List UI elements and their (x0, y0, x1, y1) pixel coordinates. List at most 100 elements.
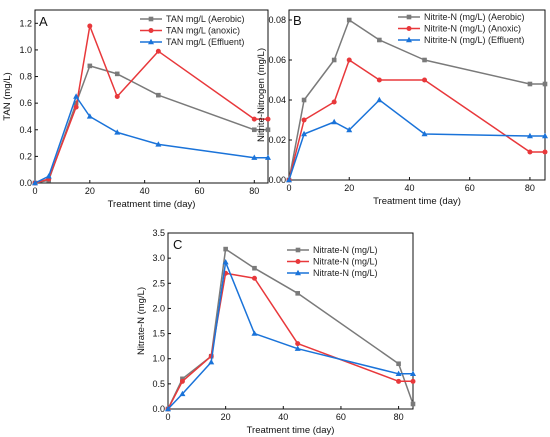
legend-entry: Nitrite-N (mg/L) (Aerobic) (424, 12, 525, 22)
x-tick-label: 0 (32, 186, 37, 196)
data-point (73, 93, 80, 99)
data-point (406, 36, 412, 43)
data-point (32, 179, 38, 186)
y-tick-label: 0.8 (19, 72, 32, 82)
x-tick-label: 80 (525, 183, 535, 193)
data-point (294, 345, 301, 351)
data-point (179, 378, 185, 384)
series-2 (32, 23, 271, 186)
legend-entry: TAN mg/L (Effluent) (166, 37, 244, 47)
data-point (301, 130, 308, 137)
x-tick-label: 80 (249, 186, 259, 196)
data-point (295, 247, 301, 253)
data-point (410, 378, 416, 384)
data-point (87, 23, 93, 29)
y-tick-label: 0.0 (152, 404, 165, 414)
data-point (148, 28, 154, 33)
data-point (155, 48, 161, 54)
y-tick-label: 2.5 (152, 278, 165, 288)
data-point (396, 378, 402, 384)
legend-entry: Nitrate-N (mg/L) (313, 268, 378, 278)
legend: Nitrite-N (mg/L) (Aerobic) Nitrite-N (mg/… (398, 12, 525, 45)
y-tick-label: 0.02 (268, 135, 286, 145)
data-point (295, 341, 301, 347)
data-point (156, 92, 161, 98)
series-line (167, 261, 413, 410)
legend-entry: Nitrite-N (mg/L) (Effluent) (424, 35, 524, 45)
y-tick-label: 3.0 (152, 253, 165, 263)
y-tick-label: 2.0 (152, 303, 165, 313)
chart-panel-b: 0 20 40 60 80 0.00 0.02 0.04 0.06 0.08 Treatment t… (256, 9, 548, 207)
legend-entry: TAN mg/L (Aerobic) (166, 14, 245, 24)
data-point (542, 132, 548, 139)
legend-entry: TAN mg/L (anoxic) (166, 26, 240, 36)
data-point (406, 26, 412, 31)
data-point (410, 401, 416, 407)
legend-entry: Nitrate-N (mg/L) (313, 257, 378, 267)
y-tick-label: 1.5 (152, 329, 165, 339)
data-point (251, 275, 257, 281)
data-point (114, 129, 121, 135)
data-point (252, 265, 257, 271)
data-point (265, 116, 271, 122)
y-axis-label: Nitrate-N (mg/L) (136, 287, 147, 355)
x-tick-label: 80 (394, 412, 404, 422)
data-point (155, 141, 162, 147)
data-point (148, 16, 154, 22)
data-point (286, 176, 292, 183)
panel-label: B (293, 13, 302, 28)
data-point (346, 17, 352, 23)
data-point (410, 370, 416, 376)
data-point (301, 97, 307, 103)
x-tick-label: 20 (344, 183, 354, 193)
plot-frame (167, 232, 414, 410)
data-point (208, 359, 215, 365)
data-point (346, 126, 353, 133)
plot-frame (34, 9, 269, 184)
y-tick-label: 0.0 (19, 178, 32, 188)
series-line (167, 248, 414, 410)
series-1 (32, 63, 271, 186)
data-point (395, 370, 402, 376)
x-axis-label: Treatment time (day) (373, 196, 461, 207)
data-point (542, 81, 548, 87)
x-tick-label: 60 (336, 412, 346, 422)
data-point (331, 57, 337, 63)
panel-label: A (39, 14, 48, 29)
y-axis-label: Nitrite-Nitrogen (mg/L) (256, 48, 267, 142)
legend-entry: Nitrite-N (mg/L) (Anoxic) (424, 24, 521, 34)
x-tick-label: 40 (278, 412, 288, 422)
data-point (422, 77, 428, 83)
x-tick-label: 20 (221, 412, 231, 422)
data-point (526, 132, 533, 139)
series-2 (286, 57, 548, 183)
data-point (527, 149, 533, 155)
data-point (165, 405, 171, 412)
legend: Nitrate-N (mg/L)Nitrate-N (mg/L)Nitrate-… (287, 245, 378, 278)
series-3 (286, 96, 548, 183)
plot-frame (288, 9, 546, 181)
data-point (377, 37, 382, 43)
y-tick-label: 3.5 (152, 228, 165, 238)
legend-entry: Nitrate-N (mg/L) (313, 245, 378, 255)
series-line (288, 99, 545, 181)
data-point (331, 99, 337, 105)
data-point (180, 376, 185, 382)
data-point (87, 63, 93, 69)
data-point (527, 81, 533, 87)
data-point (265, 127, 271, 133)
x-tick-label: 0 (286, 183, 291, 193)
y-tick-label: 1.0 (152, 354, 165, 364)
data-point (251, 330, 258, 336)
x-tick-label: 0 (165, 412, 170, 422)
data-point (542, 149, 548, 155)
data-point (376, 96, 383, 103)
y-tick-label: 0.4 (19, 125, 32, 135)
data-point (251, 154, 258, 160)
x-tick-label: 40 (140, 186, 150, 196)
data-point (148, 38, 154, 45)
chart-panel-c: 0 20 40 60 80 0.0 0.5 1.0 1.5 2.0 2.5 3.0 3.5 Treatme… (136, 228, 416, 436)
x-tick-label: 20 (85, 186, 95, 196)
x-tick-label: 60 (465, 183, 475, 193)
y-tick-label: 0.2 (19, 151, 32, 161)
